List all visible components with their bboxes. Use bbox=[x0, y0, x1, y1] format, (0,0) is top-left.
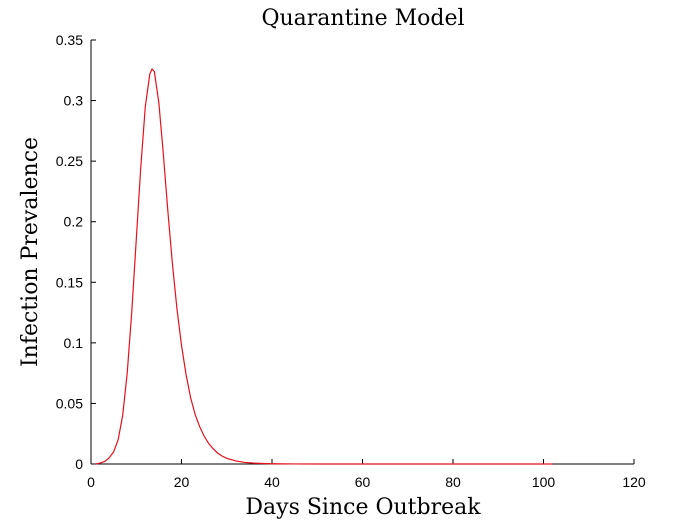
x-tick-label: 0 bbox=[87, 474, 95, 490]
y-tick-label: 0.05 bbox=[56, 395, 83, 411]
chart-title: Quarantine Model bbox=[261, 6, 464, 31]
y-tick-label: 0.2 bbox=[64, 214, 84, 230]
x-tick-label: 40 bbox=[264, 474, 280, 490]
y-axis-label: Infection Prevalence bbox=[18, 137, 43, 367]
x-axis-label: Days Since Outbreak bbox=[245, 495, 481, 520]
x-tick-label: 20 bbox=[174, 474, 190, 490]
x-tick-label: 60 bbox=[355, 474, 371, 490]
x-tick-label: 120 bbox=[622, 474, 646, 490]
x-tick-label: 100 bbox=[532, 474, 556, 490]
y-tick-label: 0.1 bbox=[64, 335, 84, 351]
y-axis-ticks: 0 0.05 0.1 0.15 0.2 0.25 0.3 0.35 bbox=[56, 32, 96, 472]
y-tick-label: 0.35 bbox=[56, 32, 83, 48]
y-tick-label: 0.3 bbox=[64, 93, 84, 109]
y-tick-label: 0.25 bbox=[56, 153, 83, 169]
series-line bbox=[95, 68, 553, 465]
x-axis-ticks: 0 20 40 60 80 100 120 bbox=[87, 459, 646, 490]
y-tick-label: 0.15 bbox=[56, 274, 83, 290]
y-tick-label: 0 bbox=[75, 456, 83, 472]
series-group bbox=[95, 68, 553, 465]
x-tick-label: 80 bbox=[445, 474, 461, 490]
